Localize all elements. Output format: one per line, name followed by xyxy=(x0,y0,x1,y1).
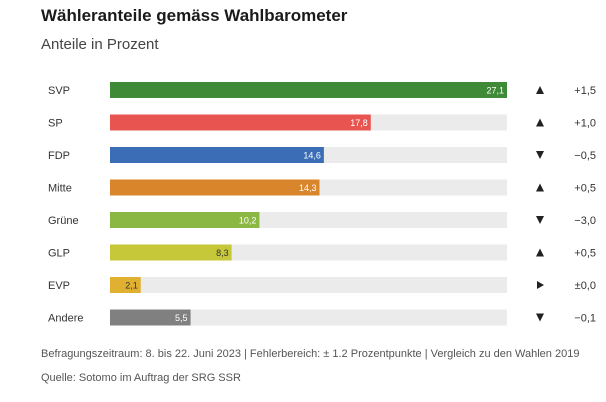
change-label-sp: +1,0 xyxy=(574,118,596,130)
value-label-sp: 17,8 xyxy=(350,118,368,128)
down-triangle-icon xyxy=(536,313,544,322)
change-label-svp: +1,5 xyxy=(574,85,596,97)
bar-sp xyxy=(110,114,371,131)
bar-svp xyxy=(110,82,507,98)
up-triangle-icon xyxy=(536,248,544,257)
category-label-svp: SVP xyxy=(48,85,70,97)
change-label-evp: ±0,0 xyxy=(575,280,596,292)
value-label-gr-ne: 10,2 xyxy=(239,216,257,226)
change-label-glp: +0,5 xyxy=(574,248,596,260)
value-label-andere: 5,5 xyxy=(175,313,188,323)
up-triangle-icon xyxy=(536,183,544,192)
down-triangle-icon xyxy=(536,216,544,224)
category-label-andere: Andere xyxy=(48,313,83,325)
right-triangle-icon xyxy=(537,281,544,289)
category-label-gr-ne: Grüne xyxy=(48,215,79,227)
category-label-glp: GLP xyxy=(48,248,70,260)
bar-andere xyxy=(110,309,191,326)
value-label-glp: 8,3 xyxy=(216,248,229,258)
category-label-sp: SP xyxy=(48,118,63,130)
down-triangle-icon xyxy=(536,151,544,159)
bar-glp xyxy=(110,244,232,261)
category-label-evp: EVP xyxy=(48,280,70,292)
value-label-evp: 2,1 xyxy=(125,281,138,291)
change-label-mitte: +0,5 xyxy=(574,183,596,195)
chart-subtitle: Anteile in Prozent xyxy=(41,36,159,53)
value-label-mitte: 14,3 xyxy=(299,183,317,193)
change-label-andere: −0,1 xyxy=(574,313,596,325)
bar-chart: SVP 27,1 +1,5 SP 17,8 +1,0 FDP 14,6 −0,5 Mitte 14,… xyxy=(48,82,596,326)
bar-gr-ne xyxy=(110,212,260,228)
bar-evp xyxy=(110,277,141,293)
chart-title: Wähleranteile gemäss Wahlbarometer xyxy=(41,6,348,25)
bar-fdp xyxy=(110,147,324,163)
change-label-gr-ne: −3,0 xyxy=(574,215,596,227)
bar-track-andere xyxy=(110,309,507,326)
category-label-fdp: FDP xyxy=(48,150,70,162)
value-label-fdp: 14,6 xyxy=(303,151,321,161)
up-triangle-icon xyxy=(536,86,544,94)
value-label-svp: 27,1 xyxy=(486,86,504,96)
footnote-source: Quelle: Sotomo im Auftrag der SRG SSR xyxy=(41,372,241,384)
up-triangle-icon xyxy=(536,118,544,127)
footnote-survey-period: Befragungszeitraum: 8. bis 22. Juni 2023… xyxy=(41,348,580,360)
bar-mitte xyxy=(110,179,320,196)
bar-track-evp xyxy=(110,277,507,293)
change-label-fdp: −0,5 xyxy=(574,150,596,162)
category-label-mitte: Mitte xyxy=(48,183,72,195)
